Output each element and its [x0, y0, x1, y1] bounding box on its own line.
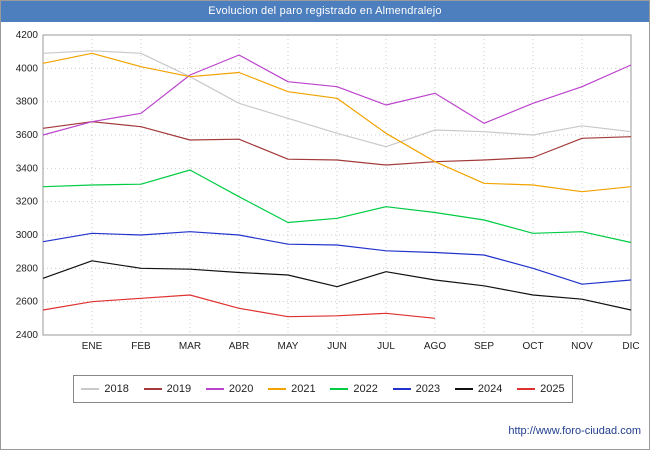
- series-line-2025: [42, 294, 436, 319]
- line-chart: 4200 4000 3800 3600 3400 3200 3000 2800 2600 2400…: [16, 30, 640, 352]
- legend-item-2023: 2023: [392, 383, 441, 395]
- plot-border: [42, 34, 632, 336]
- y-tick-label: 3600: [16, 130, 39, 141]
- x-tick-label: OCT: [522, 341, 543, 352]
- source-url[interactable]: http://www.foro-ciudad.com: [508, 425, 641, 437]
- series-line-2018: [42, 50, 632, 148]
- legend-item-2025: 2025: [517, 383, 565, 395]
- legend-swatch-2020: [205, 388, 224, 390]
- series-line-2021: [42, 52, 632, 193]
- x-tick-label: MAY: [278, 341, 299, 352]
- y-tick-label: 2400: [16, 330, 39, 341]
- legend-swatch-2022: [330, 388, 349, 390]
- series-line-2023: [42, 231, 632, 285]
- series-line-2022: [42, 169, 632, 244]
- legend-swatch-2023: [392, 388, 411, 390]
- legend-item-2024: 2024: [454, 383, 503, 395]
- x-tick-label: JUN: [327, 341, 346, 352]
- legend-swatch-2018: [81, 388, 100, 390]
- legend-swatch-2024: [454, 388, 473, 390]
- y-tick-label: 2600: [16, 297, 39, 308]
- x-tick-label: FEB: [131, 341, 151, 352]
- y-tick-label: 3000: [16, 230, 39, 241]
- legend-label: 2019: [166, 383, 192, 395]
- legend-swatch-2021: [268, 388, 287, 390]
- legend-item-2021: 2021: [268, 383, 316, 395]
- series-line-2024: [42, 260, 632, 311]
- y-tick-label: 3200: [16, 197, 39, 208]
- legend-label: 2021: [291, 383, 316, 395]
- x-tick-label: MAR: [179, 341, 201, 352]
- x-tick-label: SEP: [474, 341, 494, 352]
- x-tick-label: JUL: [377, 341, 395, 352]
- series-line-2020: [42, 54, 632, 136]
- y-tick-label: 2800: [16, 263, 39, 274]
- legend-item-2022: 2022: [330, 383, 378, 395]
- x-tick-label: ABR: [229, 341, 250, 352]
- y-tick-label: 4000: [16, 63, 39, 74]
- legend-label: 2020: [228, 383, 254, 395]
- legend-label: 2018: [104, 383, 129, 395]
- legend-label: 2024: [477, 383, 503, 395]
- series-line-2019: [42, 121, 632, 166]
- x-tick-label: ENE: [82, 341, 103, 352]
- chart-title: Evolucion del paro registrado en Almendr…: [1, 1, 649, 22]
- legend-swatch-2025: [517, 388, 536, 390]
- y-tick-label: 4200: [16, 30, 39, 41]
- x-tick-label: DIC: [622, 341, 639, 352]
- legend-item-2018: 2018: [81, 383, 129, 395]
- x-tick-label: NOV: [571, 341, 593, 352]
- legend-label: 2025: [540, 383, 565, 395]
- x-tick-label: AGO: [424, 341, 446, 352]
- y-tick-label: 3800: [16, 97, 39, 108]
- legend-swatch-2019: [143, 388, 162, 390]
- legend-item-2019: 2019: [143, 383, 192, 395]
- legend-label: 2023: [415, 383, 441, 395]
- legend-item-2020: 2020: [205, 383, 254, 395]
- legend-label: 2022: [353, 383, 378, 395]
- y-tick-label: 3400: [16, 163, 39, 174]
- legend: 2018 2019 2020 2021 2022 2023 2024 2025: [73, 375, 573, 403]
